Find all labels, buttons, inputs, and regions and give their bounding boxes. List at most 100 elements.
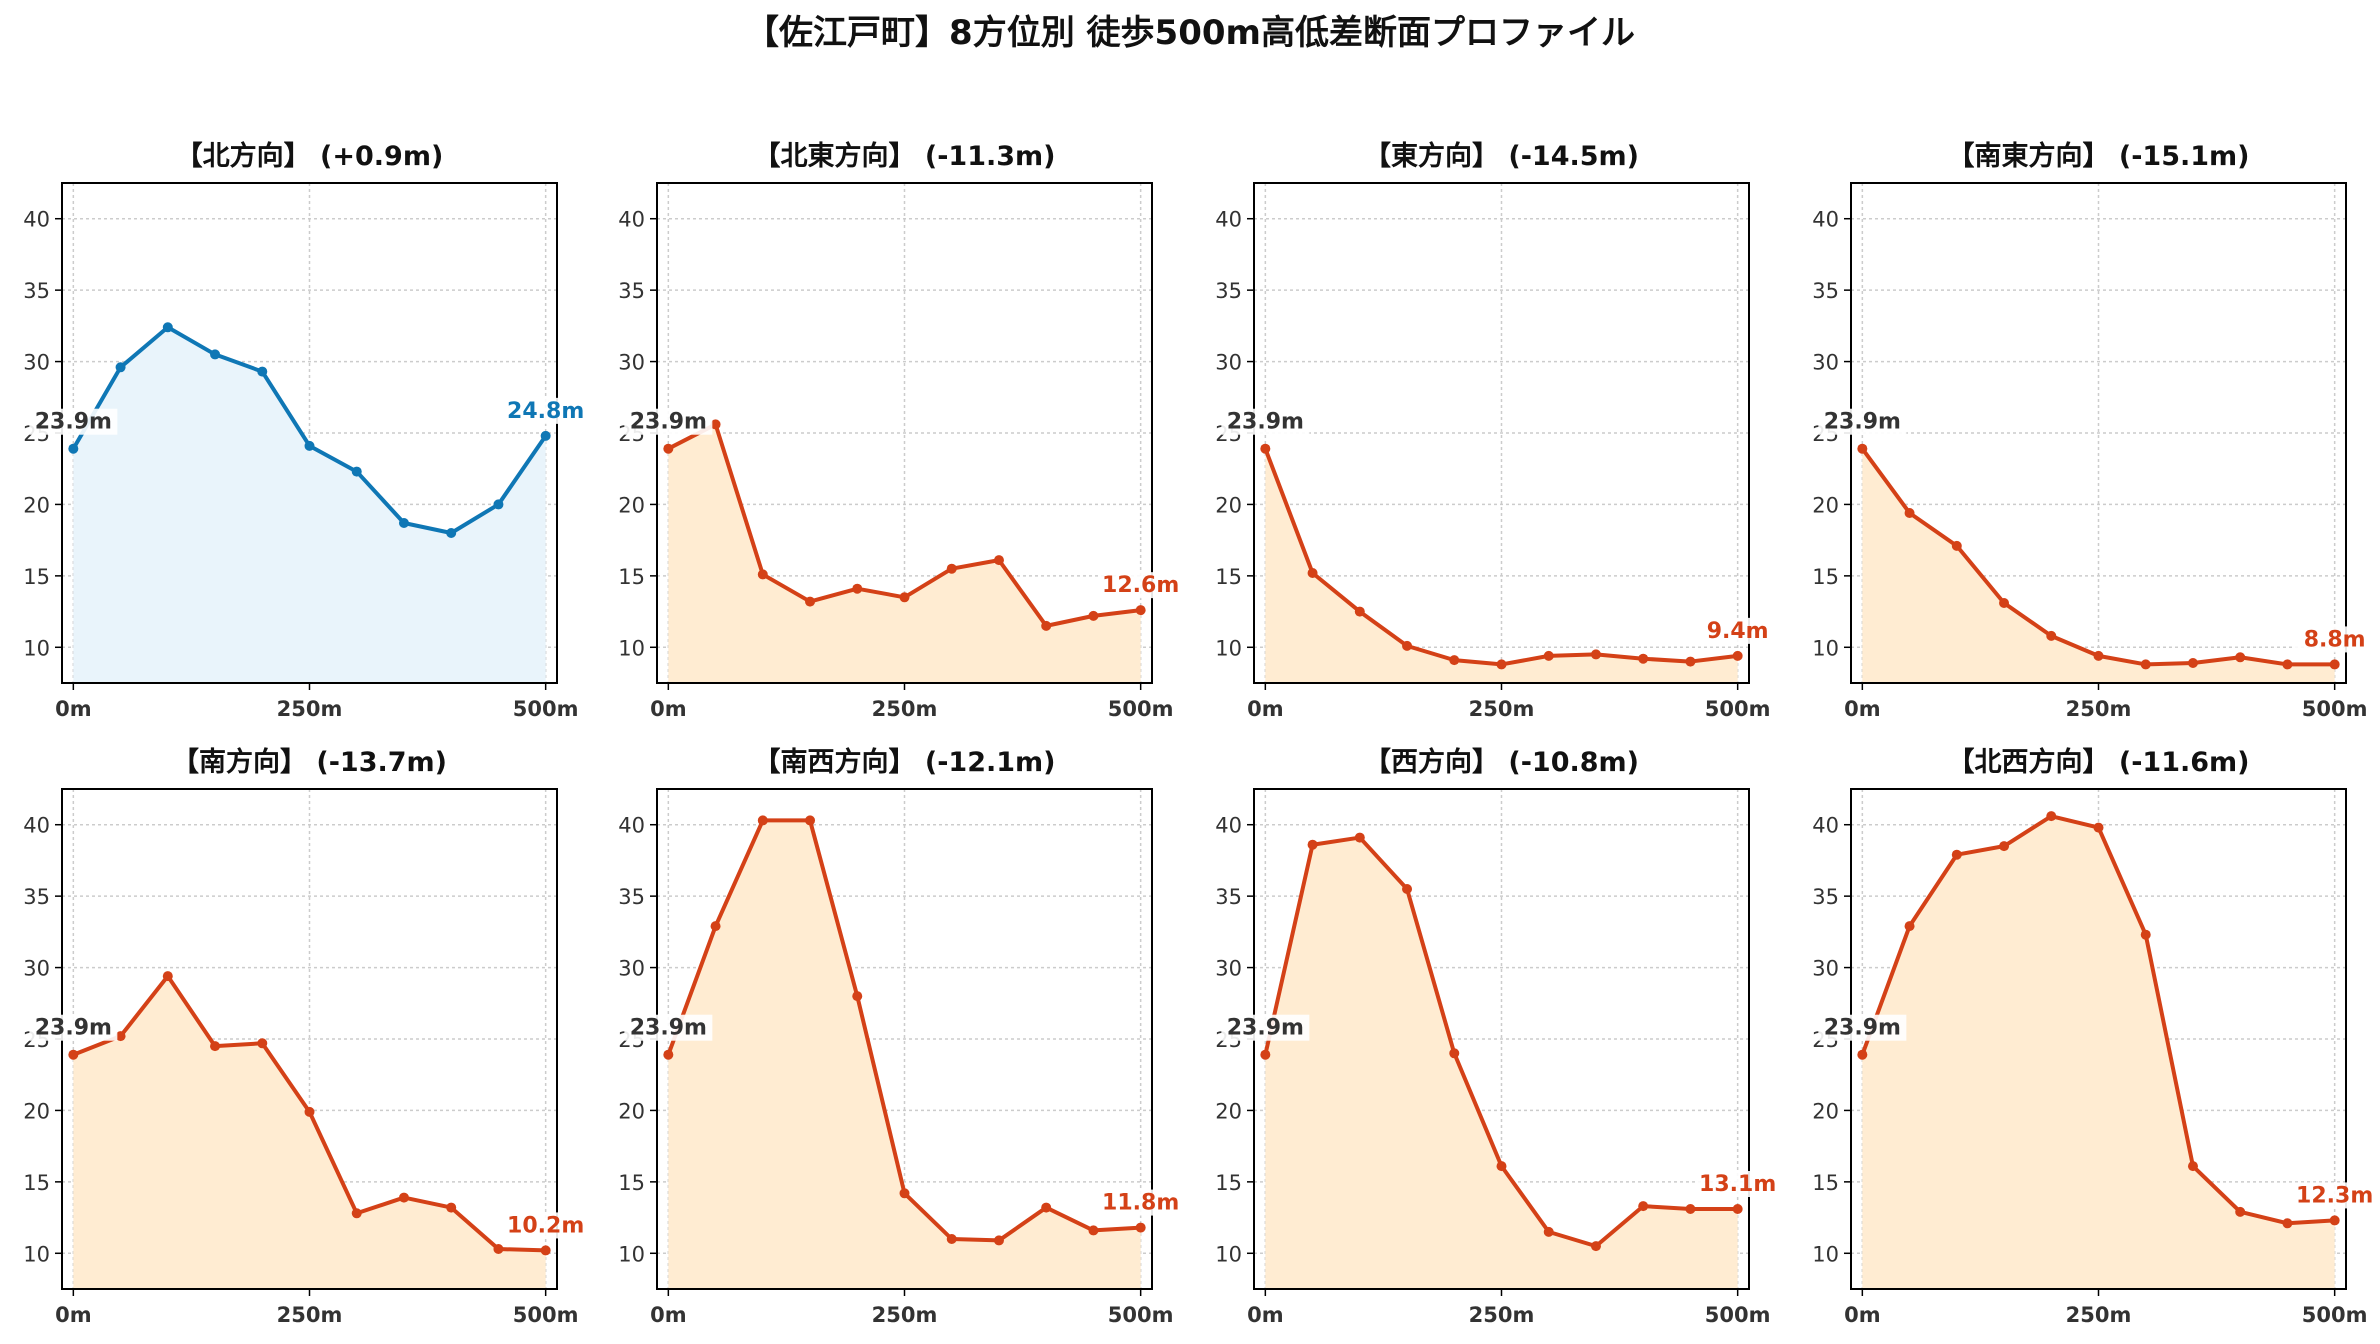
x-tick-label: 0m (650, 1303, 687, 1327)
x-tick-label: 500m (1108, 1303, 1174, 1327)
data-point (304, 1106, 315, 1117)
y-tick-label: 30 (1812, 957, 1839, 981)
data-point (540, 1245, 551, 1256)
x-tick-label: 500m (1108, 697, 1174, 721)
area-fill (1862, 816, 2335, 1289)
x-tick-label: 0m (1247, 697, 1284, 721)
data-point (946, 1234, 957, 1244)
end-label-bg (505, 1212, 586, 1239)
data-point (2093, 822, 2104, 833)
y-tick-label: 10 (1215, 1242, 1242, 1266)
x-tick-label: 250m (1469, 1303, 1535, 1327)
y-tick-label: 15 (23, 565, 50, 589)
subplot-title: 【北方向】 (+0.9m) (176, 140, 444, 172)
subplot-8: 【北西方向】 (-11.6m)101520253035400m250m500m2… (1812, 746, 2375, 1327)
x-tick-label: 250m (1469, 697, 1535, 721)
data-point (2187, 1161, 2198, 1172)
data-point (446, 528, 457, 538)
data-point (2235, 652, 2246, 663)
y-tick-label: 20 (23, 493, 50, 517)
end-label: 11.8m (1102, 1191, 1179, 1216)
area-fill (1265, 448, 1738, 683)
y-tick-label: 10 (618, 1242, 645, 1266)
data-point (2093, 650, 2104, 661)
y-tick-label: 20 (618, 1099, 645, 1123)
data-point (2140, 659, 2151, 670)
y-tick-label: 30 (1812, 351, 1839, 375)
data-point (257, 1038, 268, 1049)
data-point (1904, 508, 1915, 518)
data-point (210, 349, 221, 360)
end-label-bg (1697, 1171, 1778, 1197)
y-tick-label: 15 (1215, 1171, 1242, 1195)
start-label-bg (624, 408, 713, 435)
data-point (852, 583, 863, 594)
y-tick-label: 15 (1215, 565, 1242, 589)
data-point (493, 1244, 504, 1254)
data-point (805, 815, 816, 826)
data-point (1904, 921, 1915, 932)
area-fill (668, 820, 1141, 1289)
start-label: 23.9m (1227, 410, 1304, 435)
data-point (2140, 929, 2151, 940)
data-point (398, 518, 409, 528)
area-fill (73, 976, 546, 1289)
data-point (663, 443, 674, 454)
data-point (2235, 1206, 2246, 1217)
subplot-7: 【西方向】 (-10.8m)101520253035400m250m500m23… (1215, 746, 1778, 1327)
x-tick-label: 250m (872, 1303, 938, 1327)
data-point (1496, 659, 1507, 670)
y-tick-label: 35 (1215, 279, 1242, 303)
y-tick-label: 30 (1215, 957, 1242, 981)
data-point (899, 1188, 910, 1199)
x-tick-label: 0m (55, 1303, 92, 1327)
subplot-title: 【西方向】 (-10.8m) (1364, 746, 1639, 778)
data-point (993, 1235, 1004, 1246)
end-label-bg (1100, 1189, 1181, 1216)
x-tick-label: 250m (277, 697, 343, 721)
x-tick-label: 250m (277, 1303, 343, 1327)
y-tick-label: 35 (23, 885, 50, 909)
x-tick-label: 500m (2302, 697, 2368, 721)
subplot-title: 【南西方向】 (-12.1m) (753, 746, 1055, 778)
data-point (1685, 656, 1696, 667)
end-label-bg (505, 397, 586, 424)
data-point (162, 322, 173, 333)
x-tick-label: 500m (1705, 1303, 1771, 1327)
data-point (757, 815, 768, 826)
end-label-bg (2294, 626, 2375, 653)
data-point (1402, 884, 1413, 894)
end-label: 24.8m (507, 399, 584, 424)
data-point (446, 1202, 457, 1213)
end-label: 10.2m (507, 1213, 584, 1238)
data-point (2282, 1218, 2293, 1229)
data-point (1354, 832, 1365, 843)
y-tick-label: 35 (1812, 279, 1839, 303)
end-label: 13.1m (1699, 1172, 1776, 1197)
subplot-4: 【南東方向】 (-15.1m)101520253035400m250m500m2… (1812, 140, 2375, 721)
data-point (1543, 1226, 1554, 1237)
data-point (1999, 598, 2010, 608)
subplot-3: 【東方向】 (-14.5m)101520253035400m250m500m23… (1215, 140, 1778, 721)
data-point (493, 499, 504, 510)
start-label: 23.9m (1824, 1016, 1901, 1041)
y-tick-label: 10 (618, 636, 645, 660)
data-point (1638, 1201, 1649, 1212)
data-point (1951, 849, 1962, 860)
data-point (1638, 653, 1649, 664)
data-point (2187, 658, 2198, 668)
data-point (1135, 605, 1146, 616)
data-point (115, 1031, 126, 1042)
x-tick-label: 500m (513, 697, 579, 721)
y-tick-label: 10 (1812, 636, 1839, 660)
data-point (663, 1049, 674, 1060)
start-label-bg (624, 1014, 713, 1041)
data-point (351, 1208, 362, 1219)
y-tick-label: 40 (1812, 814, 1839, 838)
y-tick-label: 40 (23, 208, 50, 232)
data-point (1135, 1222, 1146, 1233)
y-tick-label: 40 (1215, 814, 1242, 838)
y-tick-label: 40 (618, 814, 645, 838)
data-point (1041, 1202, 1052, 1213)
